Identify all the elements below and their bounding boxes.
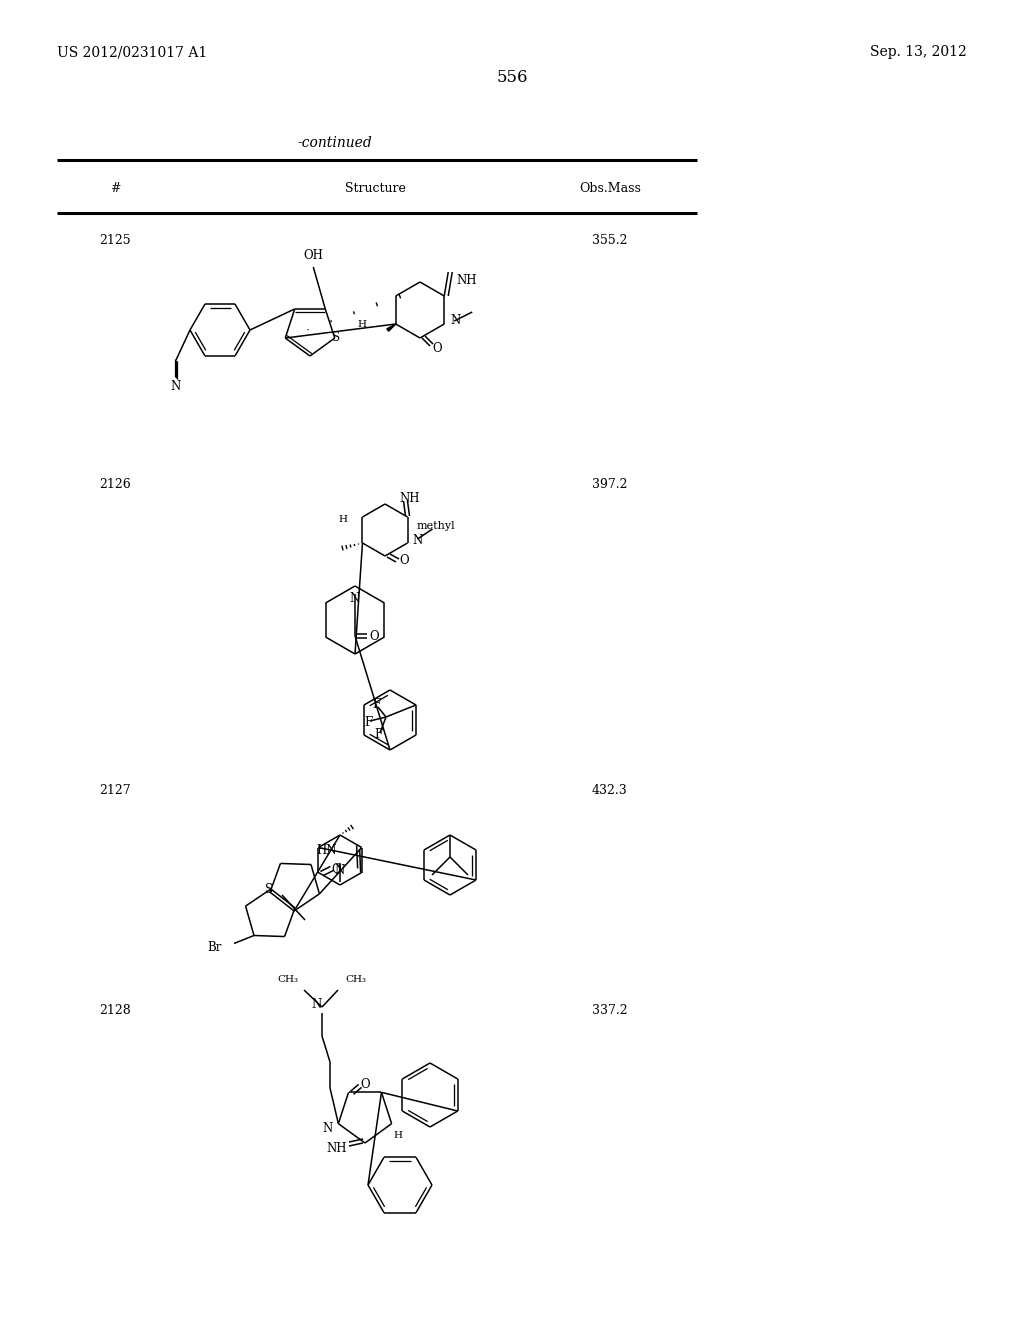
Text: OH: OH <box>303 249 324 263</box>
Text: #: # <box>110 181 120 194</box>
Text: CH₃: CH₃ <box>278 975 298 985</box>
Polygon shape <box>387 323 395 331</box>
Text: NH: NH <box>327 1142 347 1155</box>
Text: 2127: 2127 <box>99 784 131 796</box>
Text: Br: Br <box>208 941 222 954</box>
Text: HN: HN <box>316 843 337 857</box>
Text: O: O <box>432 342 441 355</box>
Text: F: F <box>372 698 380 711</box>
Text: 2126: 2126 <box>99 478 131 491</box>
Text: N: N <box>413 533 423 546</box>
Text: Obs.Mass: Obs.Mass <box>579 181 641 194</box>
Text: 355.2: 355.2 <box>592 235 628 248</box>
Text: NH: NH <box>399 492 420 506</box>
Text: Sep. 13, 2012: Sep. 13, 2012 <box>870 45 967 59</box>
Text: -continued: -continued <box>298 136 373 150</box>
Text: US 2012/0231017 A1: US 2012/0231017 A1 <box>57 45 207 59</box>
Text: O: O <box>360 1078 370 1090</box>
Text: S: S <box>332 330 340 343</box>
Text: O: O <box>332 863 341 876</box>
Text: N: N <box>171 380 181 392</box>
Text: 432.3: 432.3 <box>592 784 628 796</box>
Text: O: O <box>399 554 409 568</box>
Text: 397.2: 397.2 <box>592 478 628 491</box>
Text: N: N <box>323 1122 333 1135</box>
Text: 556: 556 <box>497 70 527 87</box>
Text: H: H <box>393 1131 402 1140</box>
Text: N: N <box>335 865 345 878</box>
Text: O: O <box>369 630 379 643</box>
Text: Structure: Structure <box>344 181 406 194</box>
Text: F: F <box>374 729 382 742</box>
Text: H: H <box>339 515 347 524</box>
Text: N: N <box>451 314 461 327</box>
Text: 2128: 2128 <box>99 1003 131 1016</box>
Text: 337.2: 337.2 <box>592 1003 628 1016</box>
Text: F: F <box>364 715 372 729</box>
Text: 2125: 2125 <box>99 235 131 248</box>
Text: N: N <box>311 998 322 1011</box>
Text: S: S <box>265 883 273 895</box>
Text: methyl: methyl <box>416 521 455 531</box>
Text: N: N <box>350 591 360 605</box>
Text: NH: NH <box>457 273 477 286</box>
Text: H: H <box>357 319 367 329</box>
Text: CH₃: CH₃ <box>345 975 366 985</box>
